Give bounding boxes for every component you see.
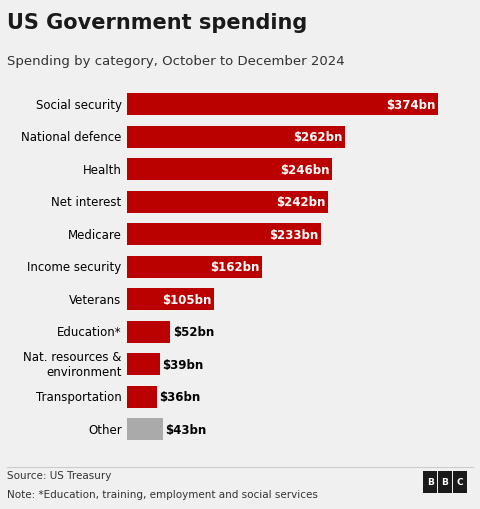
Bar [127,386,157,408]
Text: $233bn: $233bn [269,229,318,241]
Text: $52bn: $52bn [173,326,214,338]
Text: B: B [442,477,448,487]
Text: US Government spending: US Government spending [7,13,308,33]
Text: $39bn: $39bn [162,358,204,371]
Text: $242bn: $242bn [276,196,326,209]
Bar [127,126,345,149]
Text: $36bn: $36bn [160,390,201,404]
Text: Note: *Education, training, employment and social services: Note: *Education, training, employment a… [7,489,318,499]
Bar [127,353,160,376]
Bar [127,256,262,278]
Text: $43bn: $43bn [166,423,207,436]
Text: Source: US Treasury: Source: US Treasury [7,470,111,480]
Bar [127,191,328,213]
Bar [127,224,321,246]
Text: $246bn: $246bn [280,163,329,177]
Text: C: C [456,477,463,487]
Bar [127,289,215,310]
Text: Spending by category, October to December 2024: Spending by category, October to Decembe… [7,54,345,67]
Bar [127,94,438,116]
Bar [127,418,163,440]
Bar [127,321,170,343]
Text: $162bn: $162bn [210,261,259,274]
Bar [127,159,332,181]
Text: $374bn: $374bn [386,99,435,111]
Text: B: B [427,477,433,487]
Text: $105bn: $105bn [163,293,212,306]
Text: $262bn: $262bn [293,131,343,144]
